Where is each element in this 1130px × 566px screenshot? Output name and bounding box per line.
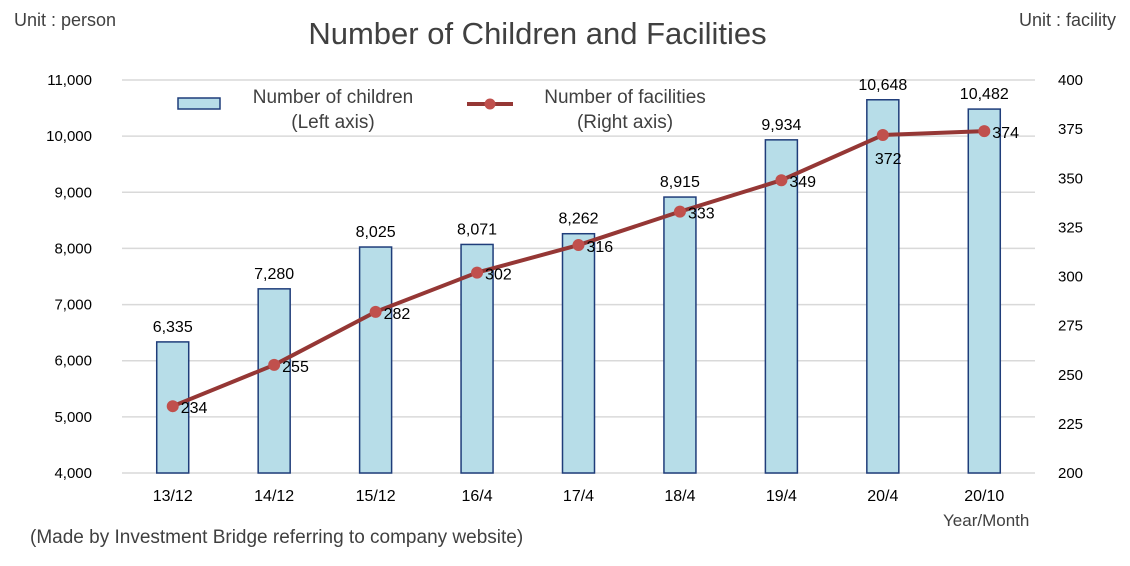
x-axis-tick-label: 18/4 bbox=[664, 488, 695, 505]
legend-label-children-line1: Number of children bbox=[253, 87, 414, 108]
line-marker-facilities bbox=[471, 266, 484, 279]
right-axis-tick-label: 325 bbox=[1058, 219, 1083, 236]
left-axis-ticks: 4,000 5,000 6,000 7,000 8,000 9,000 10,000 11,0… bbox=[46, 72, 92, 482]
right-axis-unit-label: Unit : facility bbox=[1018, 10, 1116, 30]
right-axis-tick-label: 200 bbox=[1058, 465, 1083, 482]
left-axis-tick-label: 5,000 bbox=[54, 409, 92, 426]
right-axis-tick-label: 400 bbox=[1058, 72, 1083, 89]
line-facilities bbox=[166, 125, 991, 413]
legend-label-facilities-line1: Number of facilities bbox=[544, 87, 706, 108]
line-marker-facilities bbox=[369, 305, 382, 318]
bar-data-label: 8,071 bbox=[457, 221, 497, 238]
right-axis-tick-label: 275 bbox=[1058, 318, 1083, 335]
line-marker-facilities bbox=[572, 239, 585, 252]
bar-children bbox=[257, 288, 291, 474]
left-axis-tick-label: 4,000 bbox=[54, 465, 92, 482]
left-axis-unit-label: Unit : person bbox=[14, 10, 117, 30]
line-data-label: 349 bbox=[789, 174, 816, 191]
bar-children bbox=[967, 108, 1002, 474]
x-axis-tick-label: 17/4 bbox=[563, 488, 594, 505]
bar-data-label: 8,915 bbox=[660, 174, 700, 191]
bar-children bbox=[460, 243, 494, 474]
bar-children bbox=[663, 196, 697, 474]
left-axis-tick-label: 7,000 bbox=[54, 297, 92, 314]
left-axis-tick-label: 10,000 bbox=[46, 128, 92, 145]
left-axis-tick-label: 6,000 bbox=[54, 353, 92, 370]
legend-swatch-bar bbox=[177, 97, 221, 110]
bar-children bbox=[561, 232, 596, 474]
bar-data-label: 6,335 bbox=[153, 319, 193, 336]
line-marker-facilities bbox=[673, 205, 686, 218]
line-marker-facilities bbox=[166, 400, 179, 413]
bar-data-label: 7,280 bbox=[254, 266, 294, 283]
x-axis-tick-label: 15/12 bbox=[356, 488, 396, 505]
left-axis-tick-label: 8,000 bbox=[54, 240, 92, 257]
x-axis-ticks: 13/12 14/12 15/12 16/4 17/4 18/4 19/4 20/4 20/10 bbox=[153, 488, 1005, 505]
right-axis-tick-label: 350 bbox=[1058, 170, 1083, 187]
chart-title: Number of Children and Facilities bbox=[308, 16, 767, 51]
line-marker-facilities bbox=[775, 174, 788, 187]
x-axis-tick-label: 20/10 bbox=[964, 488, 1004, 505]
right-axis-tick-label: 225 bbox=[1058, 416, 1083, 433]
bar-data-label: 9,934 bbox=[761, 117, 801, 134]
right-axis-tick-label: 300 bbox=[1058, 269, 1083, 286]
line-data-label: 302 bbox=[485, 267, 512, 284]
x-axis-title: Year/Month bbox=[943, 511, 1030, 530]
legend-item-facilities: Number of facilities (Right axis) bbox=[467, 87, 706, 133]
line-data-label: 255 bbox=[282, 359, 309, 376]
x-axis-tick-label: 13/12 bbox=[153, 488, 193, 505]
x-axis-tick-label: 16/4 bbox=[461, 488, 492, 505]
line-data-label: 374 bbox=[992, 125, 1019, 142]
line-data-label: 333 bbox=[688, 206, 715, 223]
bar-children bbox=[866, 99, 900, 474]
line-marker-facilities bbox=[978, 125, 991, 138]
line-data-label: 316 bbox=[587, 239, 614, 256]
x-axis-tick-label: 14/12 bbox=[254, 488, 294, 505]
right-axis-ticks: 200 225 250 275 300 325 350 375 400 bbox=[1058, 72, 1083, 482]
source-note: (Made by Investment Bridge referring to … bbox=[30, 527, 524, 548]
legend-item-children: Number of children (Left axis) bbox=[177, 87, 414, 133]
bars-children bbox=[155, 99, 1002, 474]
line-data-labels: 234 255 282 302 316 333 349 372 374 bbox=[181, 125, 1019, 417]
right-axis-tick-label: 375 bbox=[1058, 121, 1083, 138]
right-axis-tick-label: 250 bbox=[1058, 367, 1083, 384]
line-data-label: 282 bbox=[384, 306, 411, 323]
x-axis-tick-label: 19/4 bbox=[766, 488, 797, 505]
bar-data-label: 10,648 bbox=[858, 77, 907, 94]
legend: Number of children (Left axis) Number of… bbox=[177, 87, 706, 133]
bar-children bbox=[358, 246, 393, 474]
bar-data-label: 8,025 bbox=[356, 224, 396, 241]
legend-label-facilities-line2: (Right axis) bbox=[577, 112, 673, 133]
legend-label-children-line2: (Left axis) bbox=[291, 112, 374, 133]
line-data-label: 234 bbox=[181, 400, 208, 417]
x-axis-tick-label: 20/4 bbox=[867, 488, 898, 505]
line-marker-facilities bbox=[268, 358, 281, 371]
bar-data-label: 8,262 bbox=[558, 211, 598, 228]
left-axis-tick-label: 11,000 bbox=[47, 72, 92, 89]
bar-data-labels: 6,335 7,280 8,025 8,071 8,262 8,915 9,934 10,64… bbox=[153, 77, 1009, 336]
bar-data-label: 10,482 bbox=[960, 86, 1009, 103]
line-marker-facilities bbox=[876, 129, 889, 142]
legend-swatch-marker bbox=[484, 98, 496, 110]
line-data-label: 372 bbox=[875, 151, 902, 168]
bar-children bbox=[764, 139, 799, 474]
left-axis-tick-label: 9,000 bbox=[54, 184, 92, 201]
